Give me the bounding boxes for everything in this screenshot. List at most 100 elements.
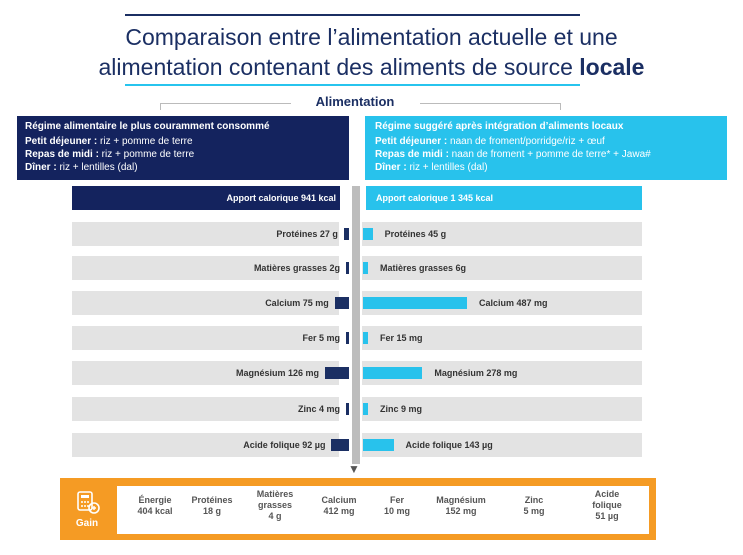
gain-item-line: 51 µg — [595, 511, 619, 521]
gain-item-line: Fer — [389, 495, 404, 505]
title-line-2-bold: locale — [579, 54, 645, 80]
label-current: Magnésium 126 mg — [235, 368, 319, 378]
bar-current-2 — [334, 297, 349, 309]
bar-current-3 — [346, 332, 349, 344]
gain-item: Zinc 5 mg — [505, 495, 563, 517]
gain-item-line: 4 g — [268, 511, 282, 521]
gain-item-line: Magnésium — [436, 495, 486, 505]
suggested-diet-header: Régime suggéré après intégration d’alime… — [375, 121, 624, 132]
gain-item: Magnésium 152 mg — [432, 495, 490, 517]
suggested-diet-row: Repas de midi : naan de froment + pomme … — [375, 148, 717, 161]
suggested-diet-box: Régime suggéré après intégration d’alime… — [365, 116, 727, 180]
suggested-diet-row: Dîner : riz + lentilles (dal) — [375, 161, 717, 174]
gain-item-line: Énergie — [138, 495, 172, 505]
label-suggested: Fer 15 mg — [380, 333, 423, 343]
gain-item-line: 5 mg — [523, 506, 545, 516]
label-current: Fer 5 mg — [302, 333, 340, 343]
bar-current-1 — [346, 262, 349, 274]
gain-item-line: Protéines — [191, 495, 233, 505]
current-diet-header: Régime alimentaire le plus couramment co… — [25, 121, 270, 132]
label-suggested: Acide folique 143 µg — [405, 440, 493, 450]
gain-item-line: folique — [592, 500, 622, 510]
suggested-kcal-bar: Apport calorique 1 345 kcal — [366, 186, 642, 210]
gain-item-line: 10 mg — [383, 506, 410, 516]
title-line-2: alimentation contenant des aliments de s… — [0, 52, 743, 82]
title-line-1: Comparaison entre l’alimentation actuell… — [125, 24, 618, 50]
row-key: Petit déjeuner : — [25, 136, 98, 147]
row-background-current — [72, 291, 339, 315]
current-diet-row: Dîner : riz + lentilles (dal) — [25, 161, 341, 174]
gain-item-line: 152 mg — [445, 506, 477, 516]
bar-suggested-5 — [363, 403, 368, 415]
bar-suggested-2 — [363, 297, 467, 309]
row-value: riz + pomme de terre — [98, 149, 195, 160]
row-key: Repas de midi : — [375, 149, 449, 160]
row-background-current — [72, 433, 339, 457]
row-background-current — [72, 222, 339, 246]
top-rule — [125, 14, 580, 16]
row-value: riz + lentilles (dal) — [406, 162, 488, 173]
gain-item-line: Acide — [594, 489, 620, 499]
bar-current-5 — [346, 403, 349, 415]
suggested-diet-row: Petit déjeuner : naan de froment/porridg… — [375, 135, 717, 148]
center-axis — [352, 186, 360, 464]
gain-item-line: Calcium — [321, 495, 357, 505]
label-suggested: Zinc 9 mg — [380, 404, 423, 414]
label-current: Protéines 27 g — [276, 229, 338, 239]
label-current: Matières grasses 2g — [253, 263, 340, 273]
title-line-2-text: alimentation contenant des aliments de s… — [98, 54, 580, 80]
title-underline — [125, 84, 580, 86]
chevron-down-icon: ▼ — [348, 462, 360, 476]
gain-item: Énergie 404 kcal — [126, 495, 184, 517]
section-label: Alimentation — [315, 94, 395, 109]
label-suggested: Magnésium 278 mg — [434, 368, 518, 378]
row-key: Petit déjeuner : — [375, 136, 448, 147]
gain-item-line: Zinc — [524, 495, 544, 505]
row-value: naan de froment/porridge/riz + œuf — [447, 136, 605, 147]
current-diet-row: Petit déjeuner : riz + pomme de terre — [25, 135, 341, 148]
row-background-suggested — [362, 256, 642, 280]
label-suggested: Protéines 45 g — [384, 229, 447, 239]
gain-item: Acide folique 51 µg — [578, 489, 636, 522]
current-diet-row: Repas de midi : riz + pomme de terre — [25, 148, 341, 161]
label-current: Calcium 75 mg — [265, 298, 329, 308]
current-diet-box: Régime alimentaire le plus couramment co… — [17, 116, 349, 180]
row-background-suggested — [362, 433, 642, 457]
gain-item: Calcium 412 mg — [310, 495, 368, 517]
section-bracket-left — [160, 103, 291, 110]
gain-item-line: 404 kcal — [137, 506, 173, 516]
gain-item: Protéines 18 g — [183, 495, 241, 517]
gain-item: Matières grasses 4 g — [246, 489, 304, 522]
current-kcal-bar: Apport calorique 941 kcal — [72, 186, 340, 210]
label-current: Zinc 4 mg — [297, 404, 340, 414]
page-title: Comparaison entre l’alimentation actuell… — [0, 22, 743, 82]
gain-values-panel — [117, 486, 649, 534]
section-bracket-right — [420, 103, 561, 110]
row-background-suggested — [362, 222, 642, 246]
row-value: naan de froment + pomme de terre* + Jawa… — [448, 149, 651, 160]
bar-current-6 — [331, 439, 349, 451]
row-background-current — [72, 256, 339, 280]
row-key: Dîner : — [25, 162, 57, 173]
row-background-current — [72, 397, 339, 421]
bar-suggested-0 — [363, 228, 373, 240]
row-value: riz + lentilles (dal) — [56, 162, 138, 173]
gain-label: Gain — [75, 518, 99, 529]
row-background-suggested — [362, 326, 642, 350]
bar-suggested-3 — [363, 332, 368, 344]
row-background-current — [72, 326, 339, 350]
row-background-current — [72, 361, 339, 385]
label-suggested: Matières grasses 6g — [380, 263, 467, 273]
calculator-icon — [77, 491, 100, 514]
bar-suggested-4 — [363, 367, 423, 379]
row-value: riz + pomme de terre — [97, 136, 193, 147]
row-key: Repas de midi : — [25, 149, 99, 160]
gain-item-line: Matières — [256, 489, 294, 499]
gain-item: Fer 10 mg — [368, 495, 426, 517]
bar-current-4 — [325, 367, 349, 379]
bar-suggested-1 — [363, 262, 368, 274]
label-current: Acide folique 92 µg — [243, 440, 326, 450]
row-background-suggested — [362, 397, 642, 421]
label-suggested: Calcium 487 mg — [479, 298, 548, 308]
gain-item-line: 18 g — [202, 506, 221, 516]
